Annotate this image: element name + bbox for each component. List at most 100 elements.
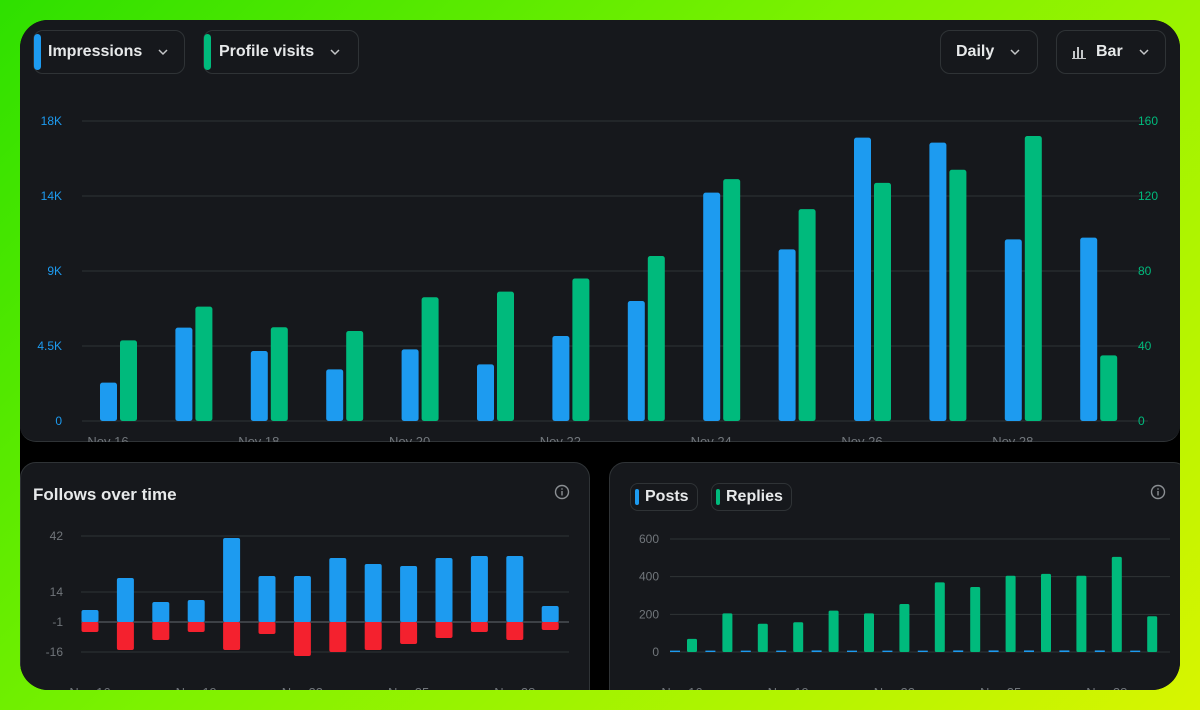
impressions-visits-chart: 0 4.5K 9K 14K 18K 0 40 80 120 160 Nov 16 Nov 18 Nov … — [37, 114, 1158, 442]
left-axis-tick-label: 4.5K — [37, 339, 62, 353]
follows-gained-bar — [81, 610, 99, 622]
right-axis-tick-label: 80 — [1138, 264, 1152, 278]
impressions-bar — [778, 249, 796, 421]
chevron-down-icon — [158, 49, 168, 56]
impressions-bar — [929, 142, 947, 421]
x-axis-tick-label: Nov 16 — [661, 685, 702, 690]
follows-lost-bar — [258, 622, 276, 634]
profile-visits-bar — [723, 179, 741, 421]
replies-bar — [864, 613, 874, 652]
chevron-down-icon — [1010, 49, 1020, 56]
posts-bar — [953, 650, 964, 652]
right-axis-tick-label: 0 — [1138, 414, 1145, 428]
posts-bar — [847, 650, 857, 652]
replies-bar — [1041, 573, 1051, 652]
follows-lost-bar — [506, 622, 524, 640]
posts-replies-panel: Posts Replies 0 200 400 600 Nov 16 Nov 19 Nov … — [609, 462, 1180, 690]
follows-gained-bar — [223, 538, 241, 622]
profile-visits-metric-select[interactable]: Profile visits — [203, 30, 359, 74]
follows-chart: -16 -1 14 42 Nov 16 Nov 19 Nov 22 Nov 25 Nov 28 — [46, 529, 569, 690]
posts-bar — [776, 650, 787, 652]
impressions-bar — [703, 192, 721, 421]
y-axis-tick-label: 400 — [639, 570, 659, 584]
x-axis-tick-label: Nov 19 — [768, 685, 809, 690]
profile-visits-bar — [874, 182, 891, 421]
posts-label: Posts — [645, 488, 689, 505]
profile-visits-bar — [1100, 355, 1118, 421]
posts-bar — [705, 650, 716, 652]
follows-lost-bar — [293, 622, 311, 656]
info-icon[interactable] — [1150, 484, 1166, 500]
profile-visits-bar — [421, 297, 439, 421]
replies-bar — [970, 587, 981, 652]
impressions-bar — [250, 351, 268, 421]
profile-visits-bar — [949, 169, 967, 421]
replies-bar — [757, 623, 768, 652]
follows-gained-bar — [329, 558, 347, 622]
chevron-down-icon — [1139, 49, 1149, 56]
replies-legend[interactable]: Replies — [711, 483, 792, 511]
x-axis-tick-label: Nov 18 — [238, 434, 279, 442]
x-axis-tick-label: Nov 25 — [388, 685, 429, 690]
follows-gained-bar — [400, 566, 418, 622]
follows-gained-bar — [293, 576, 311, 622]
y-axis-tick-label: 42 — [50, 529, 64, 543]
follows-lost-bar — [435, 622, 453, 638]
follows-lost-bar — [541, 622, 559, 630]
left-axis-tick-label: 0 — [55, 414, 62, 428]
x-axis-tick-label: Nov 19 — [176, 685, 217, 690]
posts-bar — [1059, 650, 1070, 652]
follows-gained-bar — [116, 578, 134, 622]
follows-lost-bar — [187, 622, 205, 632]
follows-gained-bar — [506, 556, 524, 622]
follows-gained-bar — [258, 576, 276, 622]
follows-gained-bar — [364, 564, 382, 622]
posts-bar — [988, 650, 999, 652]
replies-bar — [934, 582, 945, 652]
replies-bar — [1076, 575, 1087, 652]
replies-bar — [793, 622, 804, 652]
left-axis-tick-label: 9K — [47, 264, 62, 278]
info-icon[interactable] — [554, 484, 570, 500]
x-axis-tick-label: Nov 16 — [69, 685, 110, 690]
profile-visits-bar — [270, 327, 288, 421]
replies-bar — [1005, 575, 1016, 652]
profile-visits-bar — [346, 331, 364, 421]
chart-type-select[interactable]: Bar — [1056, 30, 1166, 74]
impressions-bar — [1004, 239, 1022, 421]
replies-bar — [722, 613, 733, 652]
follows-lost-bar — [152, 622, 170, 640]
replies-color-indicator — [716, 489, 720, 505]
impressions-metric-select[interactable]: Impressions — [33, 30, 185, 74]
period-select[interactable]: Daily — [940, 30, 1038, 74]
impressions-bar — [401, 349, 419, 421]
x-axis-tick-label: Nov 26 — [841, 434, 882, 442]
impressions-bar — [854, 137, 871, 421]
posts-legend[interactable]: Posts — [630, 483, 698, 511]
follows-lost-bar — [400, 622, 418, 644]
profile-visits-bar — [195, 306, 213, 421]
posts-bar — [1094, 650, 1105, 652]
posts-bar — [882, 650, 893, 652]
replies-bar — [687, 638, 697, 652]
follows-gained-bar — [187, 600, 205, 622]
x-axis-tick-label: Nov 20 — [389, 434, 430, 442]
follows-panel: Follows over time -16 -1 14 42 Nov 16 Nov 19 N… — [20, 462, 590, 690]
posts-bar — [811, 650, 822, 652]
profile-visits-bar — [647, 256, 665, 421]
follows-lost-bar — [81, 622, 99, 632]
follows-lost-bar — [223, 622, 241, 650]
replies-bar — [1111, 556, 1122, 652]
right-axis-tick-label: 160 — [1138, 114, 1158, 128]
impressions-bar — [100, 382, 117, 421]
profile-visits-label: Profile visits — [219, 43, 315, 60]
x-axis-tick-label: Nov 28 — [992, 434, 1033, 442]
posts-bar — [1130, 650, 1141, 652]
dashboard-frame: Impressions Profile visits Daily Bar 0 4.… — [20, 20, 1180, 690]
chart-type-label: Bar — [1096, 43, 1123, 60]
impressions-label: Impressions — [48, 43, 143, 60]
posts-color-indicator — [635, 489, 639, 505]
impressions-bar — [175, 327, 193, 421]
x-axis-tick-label: Nov 25 — [980, 685, 1021, 690]
chevron-down-icon — [330, 49, 340, 56]
